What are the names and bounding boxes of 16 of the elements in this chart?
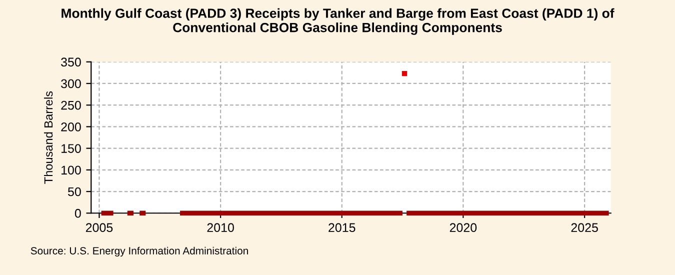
- y-tick-label: 0: [74, 208, 81, 218]
- y-tick-label: 150: [62, 144, 81, 153]
- chart-title: Monthly Gulf Coast (PADD 3) Receipts by Tanker and Barge from East Coast (PADD 1) of Conventional CBOB Gasoline Blending Components: [62, 8, 614, 35]
- x-tick-label: 2005: [86, 223, 113, 232]
- y-tick-label: 50: [68, 187, 81, 196]
- x-tick-label: 2015: [328, 223, 356, 232]
- x-tick-label: 2010: [207, 223, 234, 232]
- y-tick-label: 350: [61, 58, 81, 67]
- x-tick-label: 2025: [571, 223, 598, 232]
- source-note: Source: U.S. Energy Information Administration: [30, 246, 248, 257]
- y-tick-label: 300: [61, 79, 81, 88]
- y-axis-title: Thousand Barrels: [44, 91, 53, 184]
- x-tick-label: 2020: [450, 223, 477, 232]
- y-tick-label: 100: [62, 166, 81, 175]
- y-tick-label: 200: [61, 122, 81, 132]
- y-tick-label: 250: [61, 100, 81, 110]
